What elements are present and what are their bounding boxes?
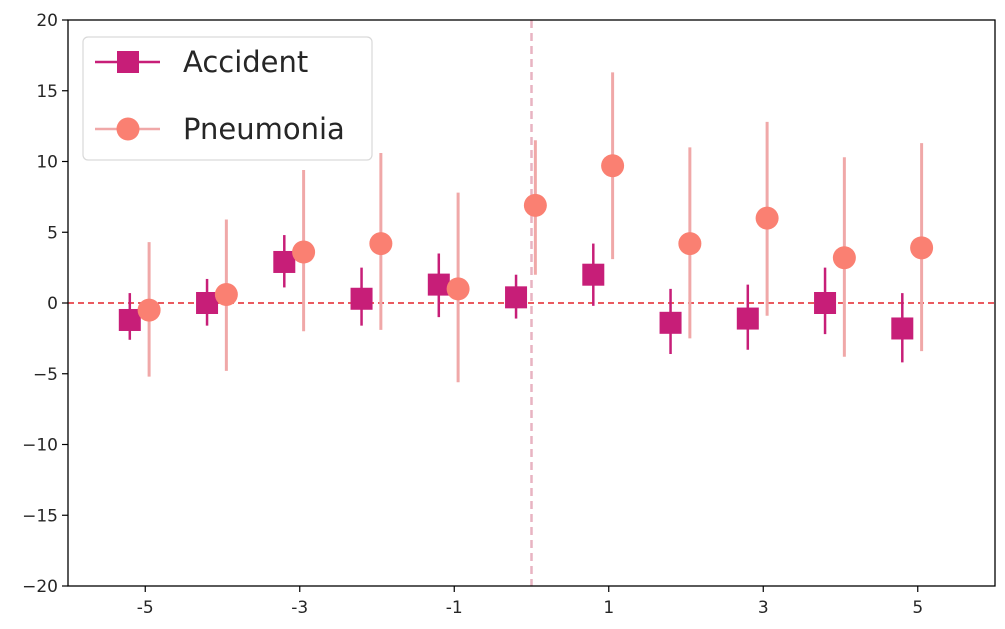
- y-tick-label: 0: [47, 294, 58, 314]
- pneumonia-point: [832, 246, 856, 270]
- legend-label: Pneumonia: [183, 112, 345, 146]
- accident-point: [891, 317, 914, 340]
- accident-point: [582, 263, 605, 286]
- pneumonia-point: [678, 232, 702, 256]
- accident-point: [273, 250, 296, 273]
- y-axis: −20 −15 −10 −5 0 5 10 15 20: [22, 11, 68, 597]
- x-tick-label: 1: [603, 598, 614, 618]
- legend-square-marker: [117, 51, 139, 73]
- y-tick-label: −15: [22, 506, 58, 526]
- y-tick-label: −5: [33, 365, 58, 385]
- y-tick-label: 10: [36, 153, 58, 173]
- y-tick-label: −10: [22, 436, 58, 456]
- pneumonia-point: [137, 298, 161, 322]
- series-accident: [118, 235, 914, 363]
- x-tick-label: -1: [446, 598, 463, 618]
- y-tick-label: 20: [36, 11, 58, 31]
- x-tick-label: -3: [291, 598, 308, 618]
- pneumonia-point: [214, 283, 238, 307]
- pneumonia-point: [292, 240, 316, 264]
- x-tick-label: 5: [912, 598, 923, 618]
- series-pneumonia: [137, 72, 934, 383]
- legend-item-pneumonia: Pneumonia: [95, 112, 345, 146]
- accident-point: [659, 311, 682, 334]
- pneumonia-point: [601, 154, 625, 178]
- legend: Accident Pneumonia: [82, 36, 373, 161]
- legend-label: Accident: [183, 45, 308, 79]
- legend-item-accident: Accident: [95, 45, 308, 79]
- x-tick-label: -5: [137, 598, 154, 618]
- x-tick-label: 3: [758, 598, 769, 618]
- legend-circle-marker: [116, 117, 140, 141]
- y-tick-label: −20: [22, 577, 58, 597]
- accident-point: [814, 292, 837, 314]
- pneumonia-point: [369, 232, 393, 256]
- accident-point: [736, 307, 759, 330]
- pneumonia-point: [446, 277, 470, 301]
- y-tick-label: 5: [47, 223, 58, 243]
- pneumonia-point: [523, 193, 547, 217]
- x-axis: -5 -3 -1 1 3 5: [137, 586, 923, 618]
- accident-point: [427, 273, 450, 296]
- y-tick-label: 15: [36, 82, 58, 102]
- pneumonia-point: [910, 236, 934, 260]
- plot-area: [68, 20, 995, 586]
- pneumonia-point: [755, 206, 779, 230]
- accident-point: [350, 287, 373, 310]
- accident-point: [118, 308, 141, 331]
- accident-point: [196, 292, 219, 314]
- accident-point: [505, 286, 528, 309]
